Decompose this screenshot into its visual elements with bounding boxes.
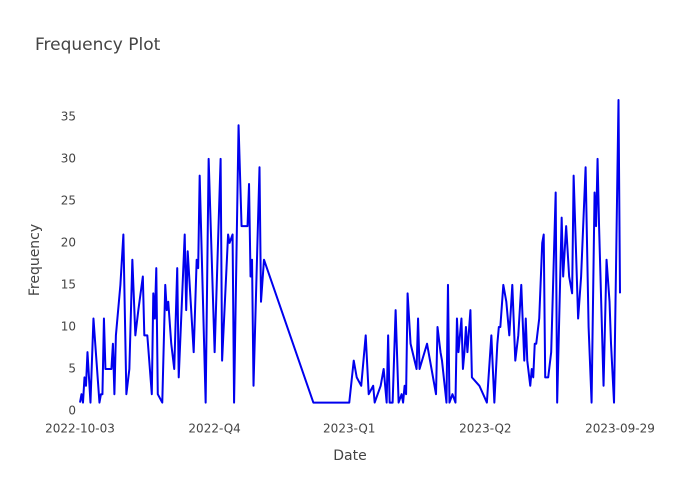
y-tick-label: 10 <box>61 319 76 333</box>
x-tick-label: 2022-Q4 <box>188 422 240 436</box>
x-tick-label: 2023-Q2 <box>459 422 511 436</box>
y-axis-title: Frequency <box>27 224 43 296</box>
y-tick-label: 25 <box>61 193 76 207</box>
x-tick-label: 2023-Q1 <box>323 422 375 436</box>
y-tick-label: 20 <box>61 235 76 249</box>
x-tick-label: 2023-09-29 <box>585 422 655 436</box>
y-tick-label: 30 <box>61 151 76 165</box>
x-tick-label: 2022-10-03 <box>45 422 115 436</box>
line <box>79 99 621 404</box>
y-tick-label: 15 <box>61 277 76 291</box>
y-tick-label: 0 <box>68 404 76 418</box>
x-axis-title: Date <box>333 448 366 464</box>
y-tick-label: 5 <box>68 361 76 375</box>
chart-title: Frequency Plot <box>35 35 161 55</box>
y-tick-label: 35 <box>61 109 76 123</box>
